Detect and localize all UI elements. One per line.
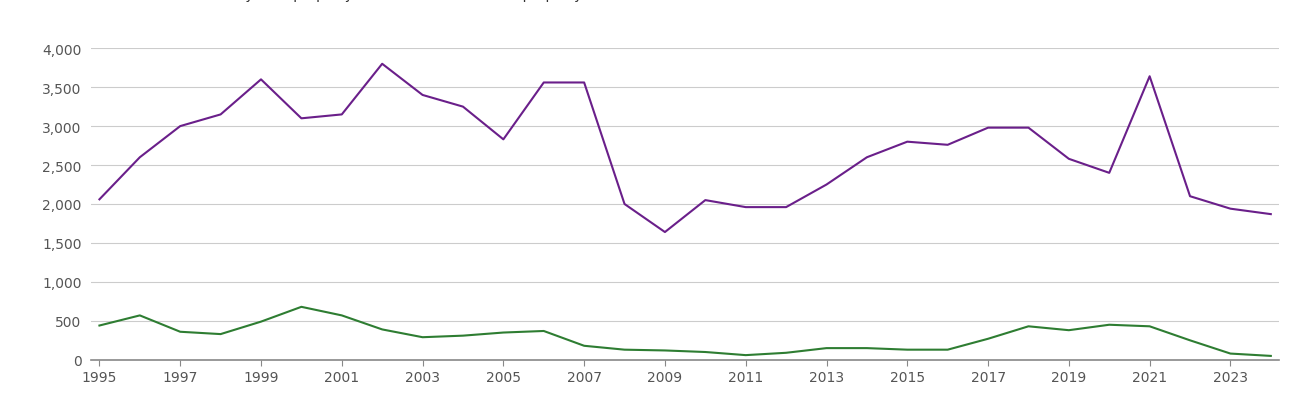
A newly built property [1142, 324, 1158, 329]
An established property [536, 81, 552, 86]
An established property [91, 198, 107, 202]
An established property [577, 81, 592, 86]
A newly built property [1223, 351, 1238, 356]
An established property [213, 112, 228, 118]
An established property [1021, 126, 1036, 131]
A newly built property [980, 337, 996, 342]
An established property [658, 230, 673, 235]
An established property [899, 140, 915, 145]
A newly built property [132, 313, 147, 318]
An established property [778, 205, 793, 210]
An established property [1101, 171, 1117, 176]
An established property [1061, 157, 1077, 162]
A newly built property [1182, 338, 1198, 343]
A newly built property [737, 353, 753, 358]
An established property [980, 126, 996, 131]
An established property [1182, 194, 1198, 199]
A newly built property [536, 329, 552, 334]
A newly built property [577, 344, 592, 348]
A newly built property [213, 332, 228, 337]
An established property [859, 155, 874, 160]
An established property [1263, 212, 1279, 217]
A newly built property [1021, 324, 1036, 329]
An established property [940, 143, 955, 148]
An established property [375, 62, 390, 67]
An established property [172, 124, 188, 129]
An established property [132, 155, 147, 160]
A newly built property [375, 327, 390, 332]
An established property [455, 105, 471, 110]
A newly built property [818, 346, 834, 351]
A newly built property [859, 346, 874, 351]
A newly built property [496, 330, 512, 335]
A newly built property [1101, 322, 1117, 327]
A newly built property [658, 348, 673, 353]
An established property [1142, 74, 1158, 79]
An established property [294, 117, 309, 121]
Line: A newly built property: A newly built property [99, 307, 1271, 356]
An established property [334, 112, 350, 118]
An established property [737, 205, 753, 210]
An established property [617, 202, 633, 207]
Line: An established property: An established property [99, 65, 1271, 232]
An established property [496, 137, 512, 142]
A newly built property [617, 347, 633, 352]
A newly built property [1263, 353, 1279, 358]
A newly built property [172, 330, 188, 335]
A newly built property [294, 305, 309, 310]
An established property [415, 93, 431, 98]
A newly built property [778, 351, 793, 355]
A newly built property [253, 319, 269, 324]
A newly built property [91, 323, 107, 328]
An established property [697, 198, 713, 203]
A newly built property [940, 347, 955, 352]
A newly built property [697, 350, 713, 355]
A newly built property [899, 347, 915, 352]
A newly built property [334, 313, 350, 318]
Legend: A newly built property, An established property: A newly built property, An established p… [158, 0, 582, 2]
An established property [818, 182, 834, 187]
A newly built property [455, 333, 471, 338]
An established property [1223, 207, 1238, 211]
An established property [253, 78, 269, 83]
A newly built property [415, 335, 431, 340]
A newly built property [1061, 328, 1077, 333]
